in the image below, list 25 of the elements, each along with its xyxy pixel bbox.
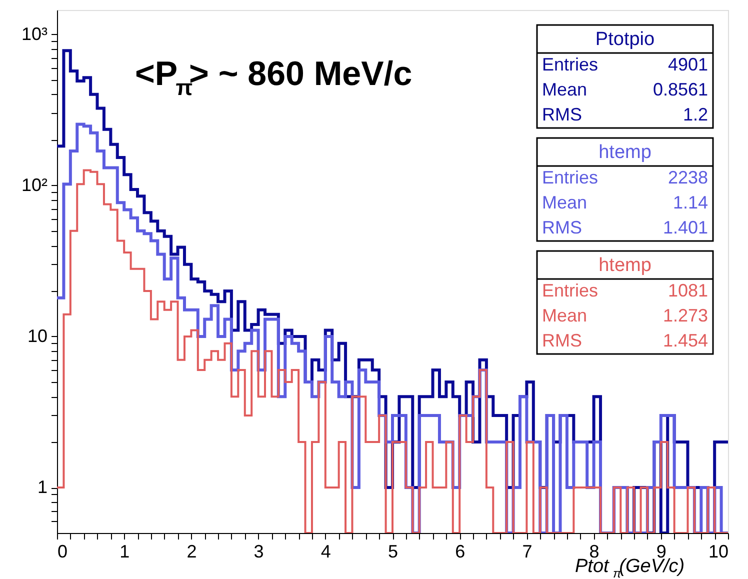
text: htemp bbox=[598, 142, 652, 163]
x-tick-label: 3 bbox=[254, 542, 264, 562]
y-tick-label: 1 bbox=[37, 477, 48, 498]
text: Mean 1.273 bbox=[542, 306, 708, 326]
text: Entries 2238 bbox=[542, 168, 708, 188]
text: Mean 1.14 bbox=[542, 192, 708, 212]
text: RMS 1.401 bbox=[542, 218, 708, 238]
text: Entries 1081 bbox=[542, 280, 708, 300]
x-tick-label: 7 bbox=[522, 542, 532, 562]
x-tick-label: 5 bbox=[388, 542, 398, 562]
y-tick-label: 10 bbox=[27, 326, 48, 346]
text: htemp bbox=[598, 255, 652, 276]
text: RMS 1.2 bbox=[542, 104, 708, 124]
text: Entries 4901 bbox=[542, 54, 708, 74]
x-tick-label: 6 bbox=[455, 542, 466, 562]
text: RMS 1.454 bbox=[542, 330, 708, 350]
text: Ptotpio bbox=[595, 29, 655, 50]
y-tick-label: 10³ bbox=[21, 24, 48, 44]
x-tick-label: 2 bbox=[186, 542, 197, 562]
x-tick-label: 10 bbox=[708, 542, 728, 562]
text: Mean 0.8561 bbox=[542, 80, 708, 100]
x-tick-label: 0 bbox=[58, 542, 68, 562]
x-tick-label: 4 bbox=[320, 542, 331, 562]
y-tick-label: 10² bbox=[21, 174, 48, 195]
x-tick-label: 1 bbox=[120, 542, 130, 562]
